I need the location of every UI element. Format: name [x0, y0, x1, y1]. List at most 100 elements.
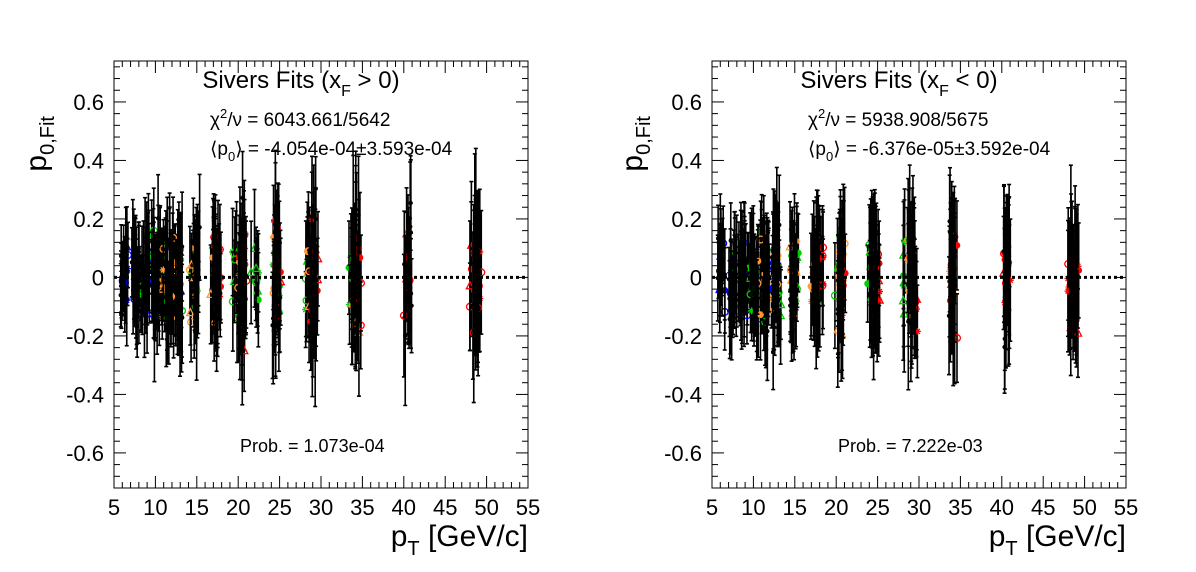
data-point: [312, 343, 318, 349]
data-point: [146, 260, 152, 266]
data-point: [273, 267, 279, 272]
x-tick-label: 55: [1114, 495, 1138, 520]
data-point: [790, 289, 796, 294]
data-point: [240, 195, 245, 200]
data-point: [134, 285, 139, 291]
y-tick-label: 0.6: [73, 90, 104, 115]
data-point: [907, 263, 913, 268]
x-tick-label: 20: [226, 495, 250, 520]
data-point: [310, 323, 316, 329]
data-point: [465, 280, 475, 290]
data-point: [757, 311, 764, 319]
data-point: [195, 255, 200, 261]
x-tick-label: 25: [267, 495, 291, 520]
x-tick-label: 15: [783, 495, 807, 520]
x-axis-label: pT [GeV/c]: [989, 520, 1126, 560]
series-5: [715, 164, 1079, 395]
data-point: [193, 297, 198, 302]
data-point: [751, 247, 756, 252]
x-tick-label: 30: [907, 495, 931, 520]
probability-label: Prob. = 7.222e-03: [838, 436, 983, 456]
data-point: [403, 253, 411, 261]
x-axis-label: pT [GeV/c]: [391, 520, 528, 560]
mean-p0-stat: ⟨p0⟩ = -4.054e-04±3.593e-04: [210, 139, 453, 164]
y-tick-label: 0: [92, 265, 104, 290]
x-tick-label: 15: [185, 495, 209, 520]
x-tick-label: 10: [741, 495, 765, 520]
data-point: [911, 257, 916, 262]
data-point: [352, 254, 358, 260]
x-tick-label: 35: [350, 495, 374, 520]
data-point: [270, 316, 276, 321]
data-point: [356, 212, 361, 218]
series-5: [118, 147, 481, 408]
data-point: [152, 336, 157, 341]
x-tick-label: 5: [108, 495, 120, 520]
data-point: [835, 307, 841, 312]
data-point: [403, 284, 408, 290]
data-point: [727, 316, 732, 322]
data-point: [355, 310, 360, 315]
x-tick-label: 5: [706, 495, 718, 520]
data-point: [772, 236, 778, 241]
y-tick-label: -0.4: [664, 382, 702, 407]
data-point: [1067, 297, 1072, 302]
data-point: [718, 265, 724, 271]
data-points: [715, 164, 1083, 395]
chart-title: Sivers Fits (xF > 0): [202, 67, 399, 100]
data-point: [351, 211, 356, 216]
data-point: [131, 251, 136, 257]
data-point: [1006, 276, 1014, 284]
data-point: [793, 269, 798, 274]
y-tick-label: 0.6: [671, 90, 702, 115]
chart-panel-1: 5 10 15 20 25 30 35 40 45 50 55 -0.6 -0.4 -0.2 0 0.2 0.4…: [20, 60, 540, 560]
data-point: [211, 284, 216, 289]
data-point: [874, 303, 880, 309]
x-tick-label: 40: [990, 495, 1014, 520]
data-point: [951, 315, 956, 320]
data-point: [238, 252, 244, 257]
x-tick-label: 50: [1072, 495, 1096, 520]
data-point: [748, 307, 756, 315]
data-point: [872, 283, 878, 288]
data-point: [732, 283, 737, 289]
data-point: [409, 303, 414, 308]
y-tick-label: -0.2: [664, 324, 702, 349]
data-point: [913, 327, 921, 335]
x-tick-label: 55: [516, 495, 540, 520]
data-point: [139, 262, 145, 268]
data-point: [912, 305, 920, 313]
data-point: [1002, 344, 1007, 350]
data-points: [118, 147, 486, 408]
data-point: [312, 269, 318, 275]
data-point: [738, 281, 743, 286]
data-point: [1074, 261, 1079, 267]
data-point: [875, 296, 883, 304]
mean-p0-stat: ⟨p0⟩ = -6.376e-05±3.592e-04: [808, 139, 1051, 164]
probability-label: Prob. = 1.073e-04: [240, 436, 385, 456]
data-point: [840, 268, 846, 274]
data-point: [168, 301, 174, 306]
data-point: [123, 236, 128, 242]
data-point: [898, 295, 908, 305]
data-point: [1001, 249, 1007, 254]
chart-title: Sivers Fits (xF < 0): [800, 67, 997, 100]
data-point: [150, 290, 156, 295]
data-point: [770, 349, 776, 355]
y-tick-label: 0.2: [73, 207, 104, 232]
data-point: [197, 225, 202, 230]
data-point: [136, 259, 141, 265]
data-point: [754, 324, 759, 330]
y-tick-label: 0: [690, 265, 702, 290]
data-point: [770, 265, 776, 271]
data-point: [763, 313, 769, 319]
data-point: [867, 291, 872, 297]
data-point: [251, 262, 261, 273]
data-point: [236, 305, 241, 310]
data-point: [215, 310, 220, 315]
x-tick-label: 40: [392, 495, 416, 520]
data-point: [164, 304, 170, 309]
y-tick-label: -0.2: [66, 324, 104, 349]
